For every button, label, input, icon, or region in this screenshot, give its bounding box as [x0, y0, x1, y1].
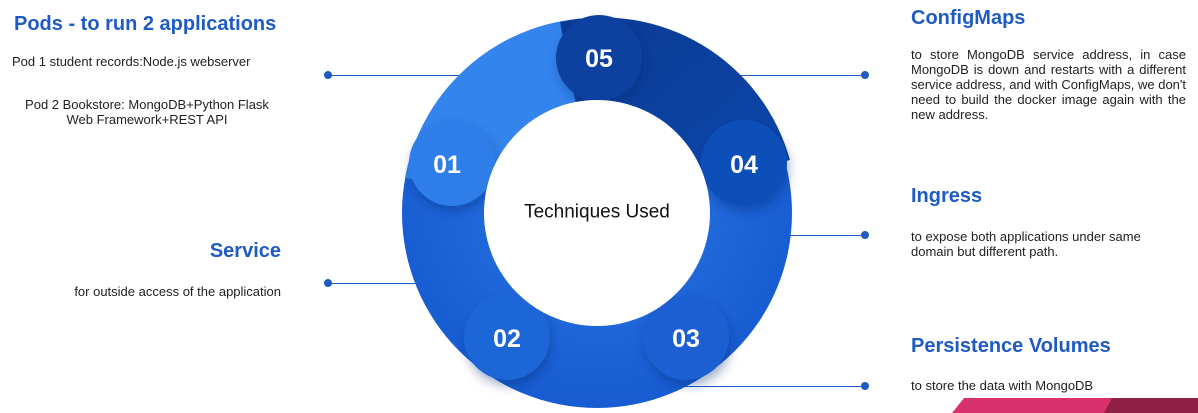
- number-02: 02: [493, 325, 521, 353]
- number-04: 04: [730, 151, 758, 179]
- center-label: Techniques Used: [524, 202, 670, 223]
- corner-decoration-maroon: [1104, 398, 1198, 413]
- number-03: 03: [672, 325, 700, 353]
- number-05: 05: [585, 45, 613, 73]
- corner-decoration-pink: [952, 398, 1118, 413]
- number-01: 01: [433, 151, 461, 179]
